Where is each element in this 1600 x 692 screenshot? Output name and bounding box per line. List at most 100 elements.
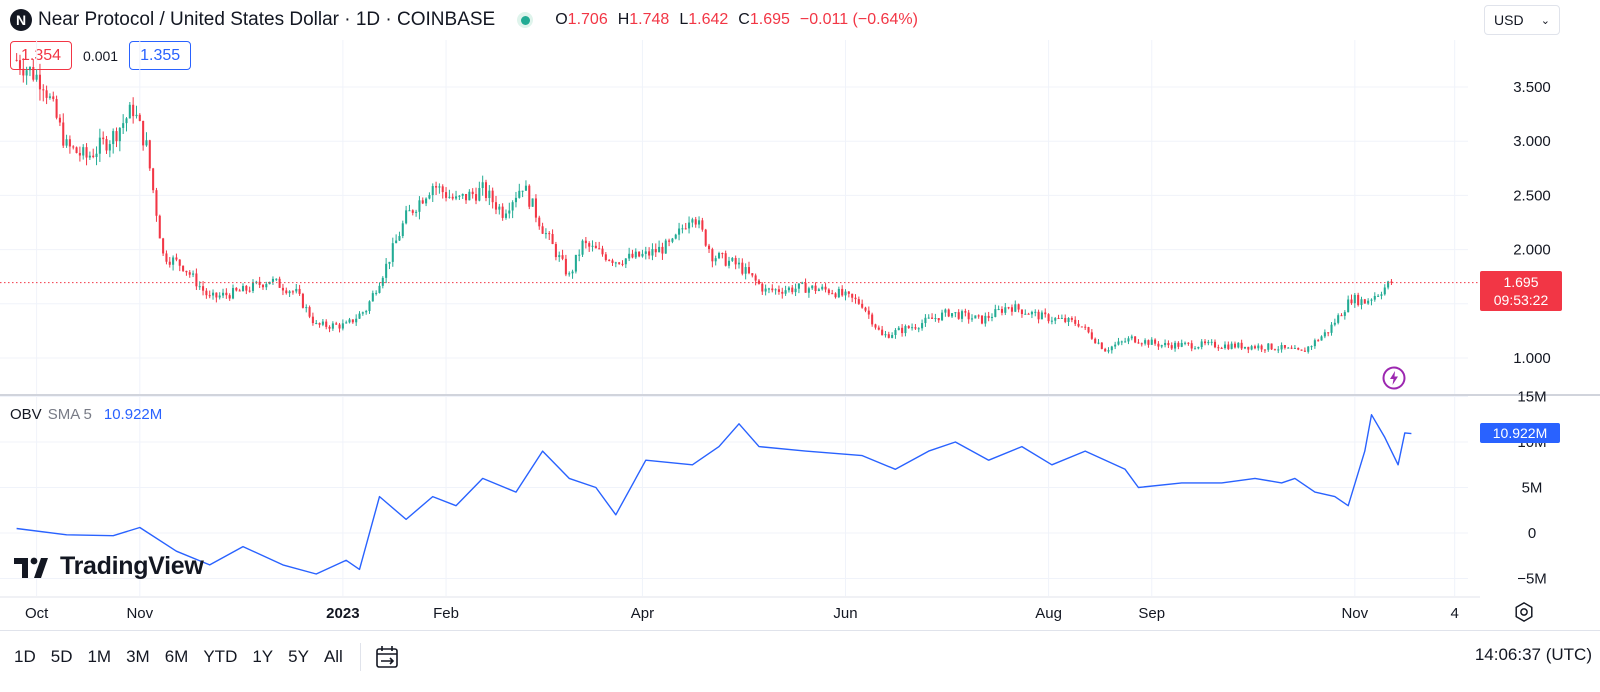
candle-body (1087, 327, 1090, 333)
candle-body (468, 191, 471, 201)
market-status-icon[interactable] (517, 12, 534, 28)
candle-body (348, 319, 351, 323)
candle-body (448, 196, 451, 198)
candle-body (1150, 339, 1153, 345)
candle-body (1227, 344, 1230, 349)
candle-body (25, 70, 28, 76)
candle-body (48, 96, 51, 98)
gear-icon[interactable] (1513, 601, 1535, 623)
candle-body (72, 146, 75, 148)
candle-body (847, 291, 850, 294)
candle-body (1370, 299, 1373, 301)
candle-body (947, 309, 950, 317)
candle-body (52, 96, 55, 100)
candle-body (521, 190, 524, 192)
price-axis-label: 1.000 (1513, 350, 1551, 367)
bar-countdown: 09:53:22 (1493, 292, 1549, 308)
candle-body (701, 220, 704, 230)
range-3m-button[interactable]: 3M (126, 647, 150, 666)
candle-body (874, 324, 877, 328)
candle-body (1223, 344, 1227, 349)
candle-body (221, 292, 225, 296)
currency-select[interactable]: USD ⌄ (1484, 5, 1560, 35)
candle-body (1097, 342, 1100, 344)
candle-body (1100, 342, 1103, 349)
candle-body (268, 281, 271, 285)
candle-body (824, 286, 827, 290)
candle-body (774, 289, 777, 291)
candle-body (761, 283, 764, 292)
candle-body (132, 104, 135, 117)
candle-body (115, 131, 118, 142)
candle-body (791, 287, 794, 293)
range-1d-button[interactable]: 1D (14, 647, 36, 666)
calendar-range-icon[interactable] (373, 643, 401, 671)
candle-body (1040, 312, 1043, 320)
candle-body (1080, 326, 1083, 328)
candle-body (458, 195, 461, 197)
candle-body (631, 253, 634, 258)
candle-body (32, 67, 35, 80)
candle-body (977, 315, 980, 317)
ohlc-low-key: L (679, 11, 689, 28)
candle-body (598, 248, 601, 250)
candle-body (1067, 317, 1070, 322)
candle-body (548, 233, 551, 235)
range-ytd-button[interactable]: YTD (203, 647, 238, 666)
obv-axis-label: 5M (1522, 480, 1543, 497)
candle-body (1270, 343, 1273, 350)
candle-body (331, 323, 334, 329)
candle-body (341, 323, 344, 329)
symbol-title[interactable]: Near Protocol / United States Dollar · 1… (38, 9, 496, 30)
utc-clock[interactable]: 14:06:37 (UTC) (1474, 645, 1592, 664)
candle-body (957, 312, 960, 319)
candle-body (501, 206, 504, 218)
candle-body (192, 273, 195, 275)
candle-body (1390, 281, 1393, 283)
candle-body (1257, 345, 1260, 349)
candle-body (564, 258, 567, 275)
candle-body (907, 326, 910, 328)
ohlc-open-key: O (555, 11, 568, 28)
candle-body (258, 281, 261, 285)
candle-body (914, 327, 917, 329)
candle-body (291, 291, 294, 293)
range-1y-button[interactable]: 1Y (252, 647, 274, 666)
obv-legend-name[interactable]: OBV (10, 406, 42, 423)
candle-body (588, 243, 591, 247)
candle-body (1273, 349, 1276, 351)
chart-canvas[interactable]: 3.5003.0002.5002.0001.00015M10M5M0−5MOct… (0, 0, 1600, 630)
candle-body (658, 246, 661, 253)
candle-body (671, 238, 674, 242)
lightning-icon[interactable] (1382, 366, 1406, 390)
candle-body (851, 293, 854, 298)
candle-body (1307, 346, 1310, 352)
candle-body (980, 315, 984, 324)
candle-body (1190, 343, 1193, 349)
candle-body (1117, 341, 1120, 345)
candle-body (747, 267, 751, 274)
candle-body (1327, 332, 1330, 334)
candle-body (438, 186, 441, 188)
candle-body (541, 226, 544, 234)
range-all-button[interactable]: All (323, 647, 343, 666)
candle-body (265, 284, 268, 288)
range-6m-button[interactable]: 6M (164, 647, 189, 666)
candle-body (145, 140, 148, 146)
tradingview-logo[interactable]: TradingView (14, 552, 204, 581)
time-axis-label: Nov (1341, 605, 1368, 622)
candle-body (1330, 324, 1333, 333)
candle-body (1253, 346, 1256, 349)
range-5y-button[interactable]: 5Y (288, 647, 309, 666)
range-5d-button[interactable]: 5D (50, 647, 73, 666)
candle-body (534, 198, 537, 218)
ohlc-high: H1.748 (618, 11, 670, 29)
candle-body (1250, 346, 1253, 350)
candle-body (811, 285, 814, 289)
candle-body (1164, 342, 1167, 346)
symbol-legend: N Near Protocol / United States Dollar ·… (10, 9, 918, 31)
range-1m-button[interactable]: 1M (87, 647, 112, 666)
candle-body (894, 330, 897, 336)
candle-body (1154, 339, 1157, 344)
candle-body (1060, 317, 1063, 319)
